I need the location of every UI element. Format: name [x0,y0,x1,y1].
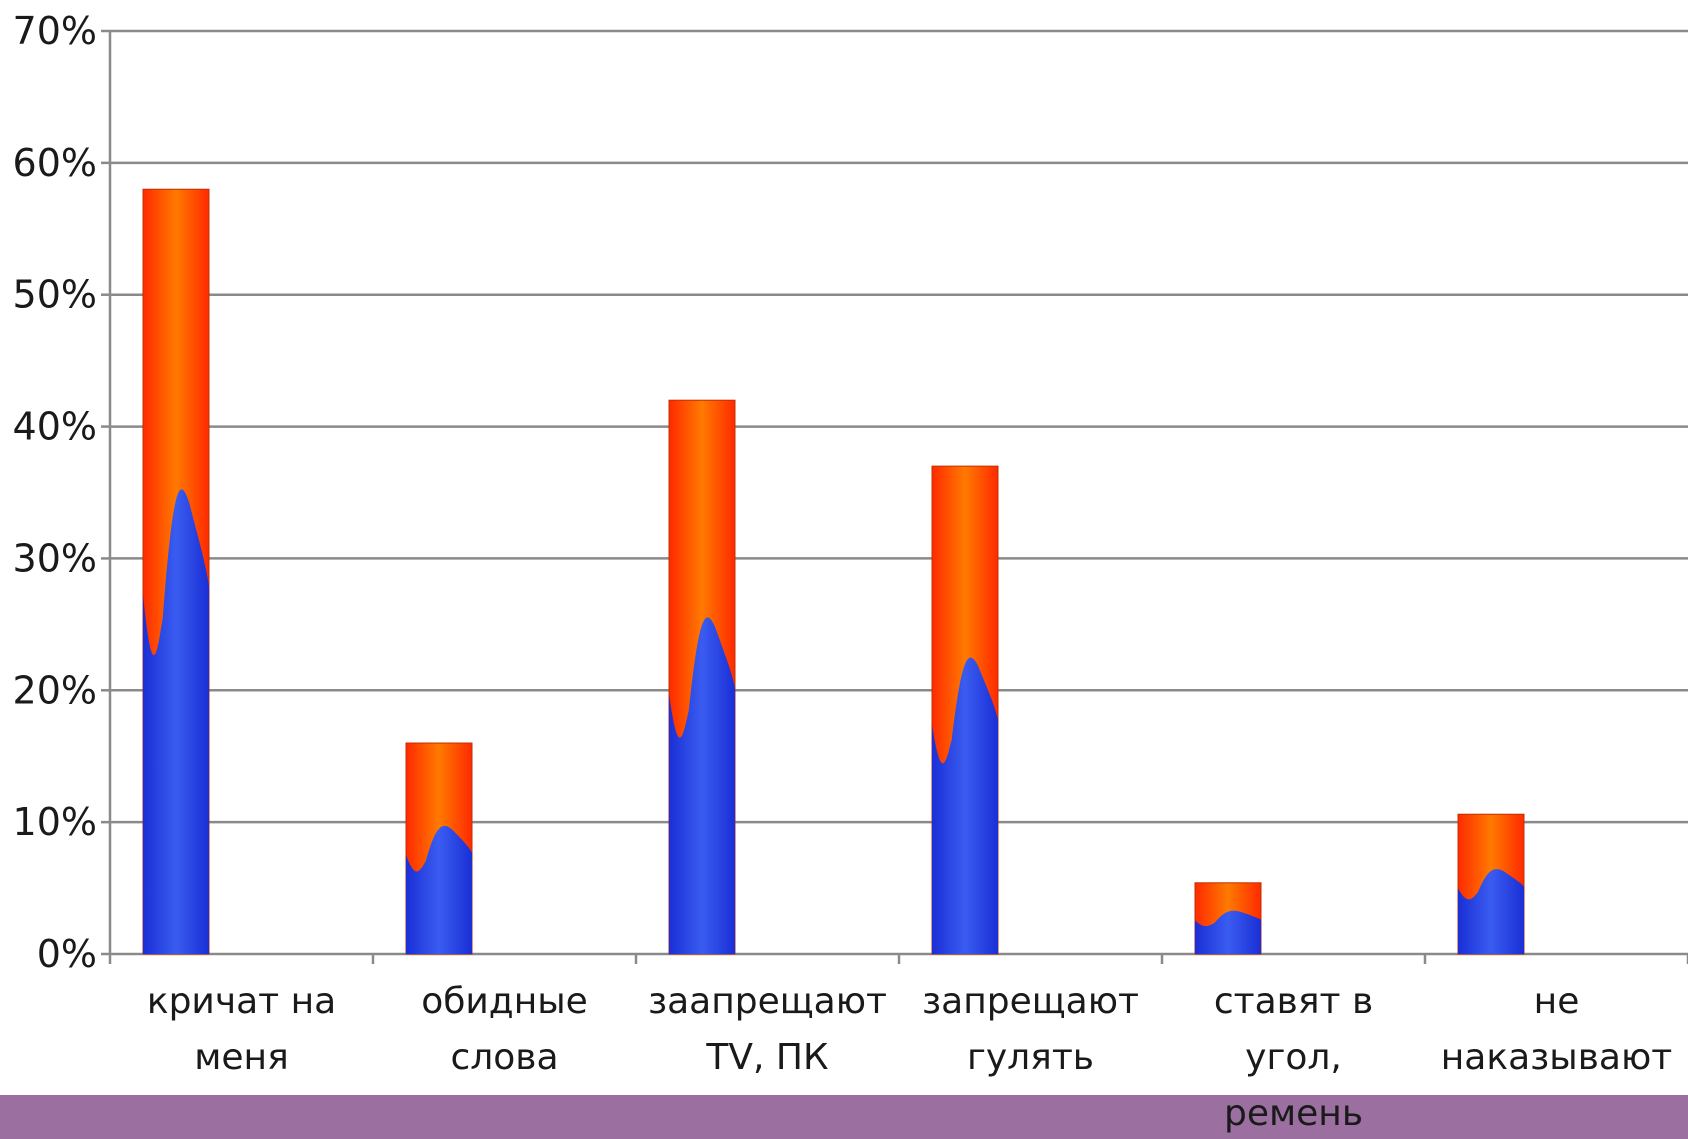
bar-lower-fill [406,825,472,954]
gridlines [110,29,1688,824]
bar-lower-fill [143,489,209,954]
y-tick-label: 10% [13,800,97,844]
y-tick-label: 20% [13,668,97,712]
x-tick-label: запрещают гулять [922,981,1139,1078]
bar-lower-fill [1458,869,1524,954]
x-tick-label-line: ставят в [1214,981,1373,1022]
footer-band [0,1095,1688,1139]
x-tick-labels: кричат на меня обидные слова заапрещают TV, П… [147,981,1672,1134]
x-tick-label-line: слова [450,1037,558,1078]
x-tick-label: заапрещают TV, ПК [648,981,887,1078]
x-tick-label-line: запрещают [922,981,1139,1022]
x-tick-label-line: не [1534,981,1580,1022]
x-tick-label: кричат на меня [147,981,336,1078]
x-tick-label: ставят в угол, ремень [1214,981,1373,1134]
x-tick-label-line: меня [194,1037,289,1078]
x-tick-label-line: наказывают [1441,1037,1673,1078]
bar-lower-fill [669,617,735,954]
y-tick-label: 50% [13,273,97,317]
y-tick-label: 0% [37,932,97,976]
x-tick-label-line: гулять [967,1037,1094,1078]
y-tick-label: 60% [13,141,97,185]
bar-lower-fill [932,657,998,954]
x-tick-label: обидные слова [421,981,588,1078]
bar-lower-fill [1195,910,1261,954]
bars [142,188,1525,955]
x-tick-label-line: TV, ПК [705,1037,828,1078]
x-tick-label: не наказывают [1441,981,1673,1078]
x-tick-label-line: ремень [1224,1093,1363,1134]
axes [101,29,1688,964]
y-tick-label: 40% [13,405,97,449]
x-tick-label-line: угол, [1245,1037,1342,1078]
x-tick-label-line: обидные [421,981,588,1022]
x-tick-label-line: заапрещают [648,981,887,1022]
y-tick-label: 30% [13,536,97,580]
y-tick-labels: 0% 10% 20% 30% 40% 50% 60% 70% [13,9,97,976]
y-tick-label: 70% [13,9,97,53]
x-tick-label-line: кричат на [147,981,336,1022]
